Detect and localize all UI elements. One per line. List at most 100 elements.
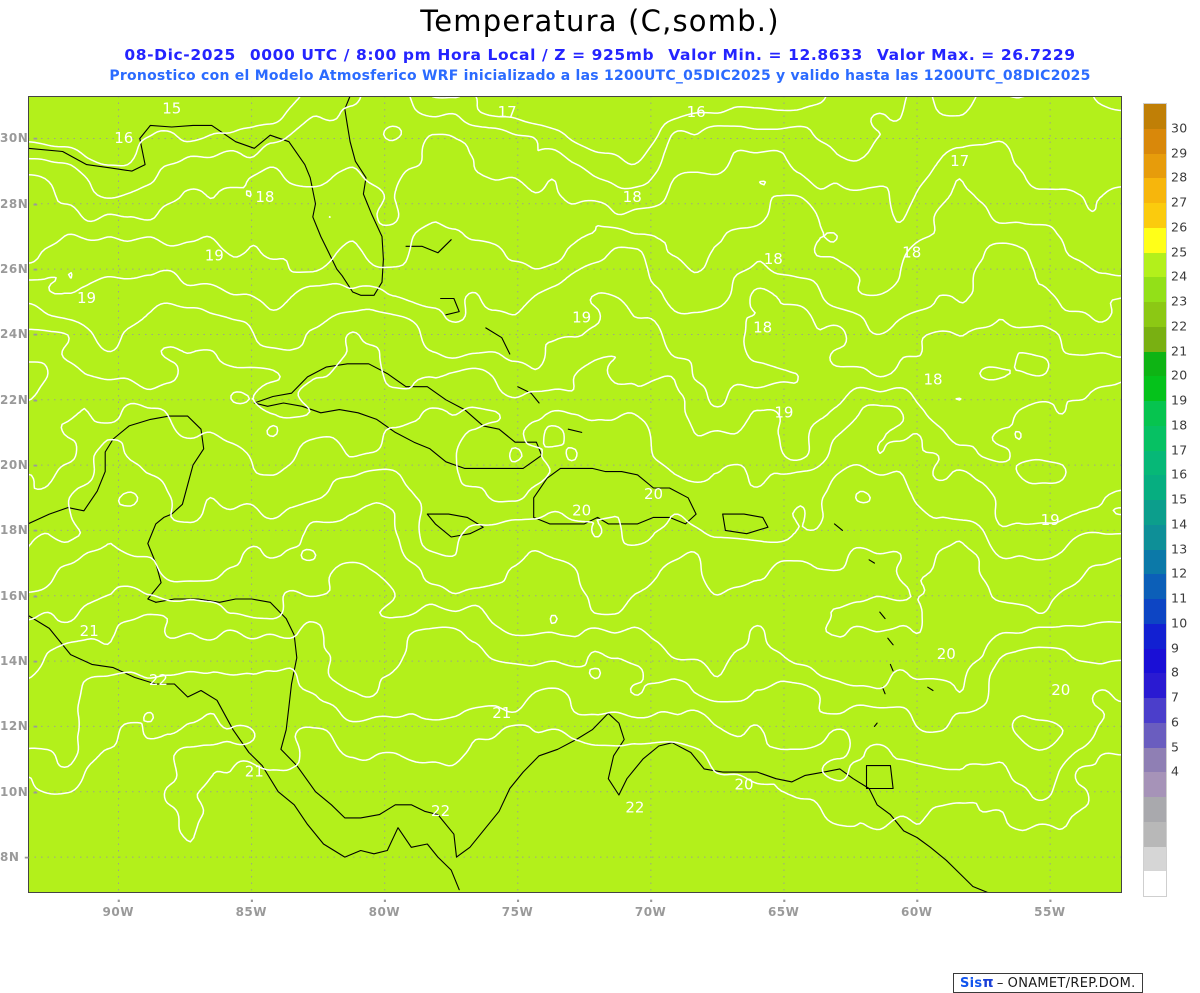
- colorbar-tick-label: 25: [1171, 244, 1188, 259]
- colorbar-band: [1144, 821, 1166, 847]
- y-tick-label: 8N -: [0, 850, 30, 865]
- y-tick-label: 28N -: [0, 196, 39, 211]
- x-tick-label: 55W: [1034, 905, 1066, 919]
- colorbar-band: [1144, 128, 1166, 154]
- colorbar-band: [1144, 376, 1166, 401]
- svg-text:21: 21: [80, 622, 99, 640]
- y-tick-label: 10N -: [0, 784, 39, 799]
- y-tick-label: 20N -: [0, 458, 39, 473]
- svg-text:18: 18: [902, 243, 921, 261]
- colorbar-band: [1144, 500, 1166, 525]
- colorbar-band: [1144, 475, 1166, 500]
- y-tick-label: 14N -: [0, 654, 39, 669]
- svg-text:22: 22: [149, 671, 168, 689]
- svg-text:22: 22: [625, 799, 644, 817]
- contour-lines: [28, 96, 1122, 843]
- colorbar-band: [1144, 747, 1166, 773]
- colorbar-tick-label: 28: [1171, 169, 1188, 185]
- weather-map[interactable]: 15 16 17 16 17 18 18 19 19 18 18 19 18 18 19 20 20 19 21 22…: [28, 96, 1143, 993]
- svg-text:18: 18: [764, 250, 783, 268]
- colorbar-tick-label: 24: [1171, 268, 1188, 284]
- colorbar-tick-label: 15: [1171, 491, 1188, 507]
- lat-lon-gridlines: [28, 96, 1122, 893]
- colorbar-band: [1144, 524, 1166, 550]
- colorbar-band: [1144, 450, 1166, 476]
- colorbar-band: [1144, 227, 1166, 253]
- value-max: Valor Max. = 26.7229: [876, 46, 1076, 64]
- colorbar[interactable]: [1143, 103, 1167, 897]
- colorbar-band: [1144, 599, 1166, 624]
- colorbar-band: [1144, 698, 1166, 723]
- colorbar-tick-label: 5: [1171, 739, 1180, 754]
- temperature-shading: [28, 96, 1122, 893]
- page-title: Temperatura (C,somb.): [420, 4, 780, 38]
- svg-text:19: 19: [1041, 511, 1060, 529]
- colorbar-tick-label: 20: [1171, 367, 1188, 383]
- colorbar-tick-label: 29: [1171, 145, 1188, 160]
- colorbar-tick-label: 12: [1171, 565, 1188, 581]
- colorbar-band: [1144, 351, 1166, 377]
- logo-attribution: Sis π – ONAMET/REP.DOM.: [953, 973, 1143, 993]
- y-tick-label: 16N -: [0, 588, 39, 603]
- colorbar-tick-label: 8: [1171, 664, 1180, 680]
- colorbar-band: [1144, 871, 1166, 896]
- colorbar-band: [1144, 574, 1166, 599]
- svg-text:18: 18: [255, 188, 274, 206]
- y-tick-label: 30N -: [0, 131, 39, 146]
- x-tick-label: 60W: [901, 905, 933, 919]
- svg-text:20: 20: [644, 485, 663, 503]
- x-tick-label: 75W: [501, 905, 534, 919]
- y-tick-label: 12N -: [0, 719, 39, 734]
- colorbar-tick-label: 10: [1171, 615, 1188, 631]
- value-min: Valor Min. = 12.8633: [668, 46, 863, 64]
- colorbar-band: [1144, 153, 1166, 179]
- y-tick-label: 24N -: [0, 327, 39, 342]
- svg-text:19: 19: [205, 247, 224, 265]
- map-frame: [28, 96, 1122, 893]
- svg-text:18: 18: [623, 188, 642, 206]
- colorbar-band: [1144, 203, 1166, 228]
- colorbar-tick-label: 13: [1171, 541, 1188, 556]
- logo-pi-icon: π: [982, 975, 994, 991]
- forecast-cycle: 0000 UTC / 8:00 pm Hora Local / Z = 925m…: [249, 46, 655, 64]
- y-tick-label: 22N -: [0, 392, 39, 407]
- svg-text:18: 18: [753, 318, 772, 336]
- colorbar-tick-label: 7: [1171, 689, 1180, 705]
- colorbar-tick-label: 27: [1171, 194, 1188, 210]
- colorbar-tick-label: 17: [1171, 442, 1188, 457]
- colorbar-tick-label: 4: [1171, 763, 1180, 779]
- colorbar-tick-label: 21: [1171, 343, 1188, 358]
- svg-text:16: 16: [687, 103, 706, 121]
- y-tick-label: 26N -: [0, 262, 39, 277]
- svg-text:22: 22: [431, 802, 450, 820]
- x-tick-label: 90W: [102, 905, 134, 919]
- x-tick-mark: ·: [382, 894, 388, 908]
- header-line-2: Pronostico con el Modelo Atmosferico WRF…: [109, 68, 1091, 84]
- colorbar-band: [1144, 846, 1166, 872]
- colorbar-tick-label: 16: [1171, 466, 1188, 482]
- colorbar-band: [1144, 104, 1166, 129]
- colorbar-band: [1144, 797, 1166, 822]
- svg-text:17: 17: [950, 152, 969, 170]
- x-tick-label: 80W: [368, 905, 401, 919]
- header-line-1: 08-Dic-2025 0000 UTC / 8:00 pm Hora Local…: [0, 46, 1200, 64]
- colorbar-tick-label: 19: [1171, 392, 1188, 408]
- colorbar-band: [1144, 252, 1166, 278]
- forecast-date: 08-Dic-2025: [124, 46, 236, 64]
- svg-text:19: 19: [77, 289, 96, 307]
- svg-text:21: 21: [492, 704, 511, 722]
- colorbar-band: [1144, 648, 1166, 674]
- colorbar-band: [1144, 549, 1166, 575]
- svg-text:20: 20: [734, 776, 753, 794]
- x-tick-label: 85W: [235, 905, 268, 919]
- temperature-contour-plot[interactable]: 15 16 17 16 17 18 18 19 19 18 18 19 18 18 19 20 20 19 21 22…: [28, 96, 1122, 893]
- colorbar-tick-label: 26: [1171, 219, 1188, 235]
- x-tick-label: 65W: [767, 905, 800, 919]
- svg-text:21: 21: [245, 763, 264, 781]
- colorbar-band: [1144, 302, 1166, 327]
- colorbar-band: [1144, 673, 1166, 698]
- contour-labels: 15 16 17 16 17 18 18 19 19 18 18 19 18 18 19 20 20 19 21 22…: [77, 100, 1070, 820]
- colorbar-tick-label: 30: [1171, 120, 1188, 136]
- svg-text:20: 20: [1051, 681, 1070, 699]
- colorbar-tick-label: 6: [1171, 714, 1180, 730]
